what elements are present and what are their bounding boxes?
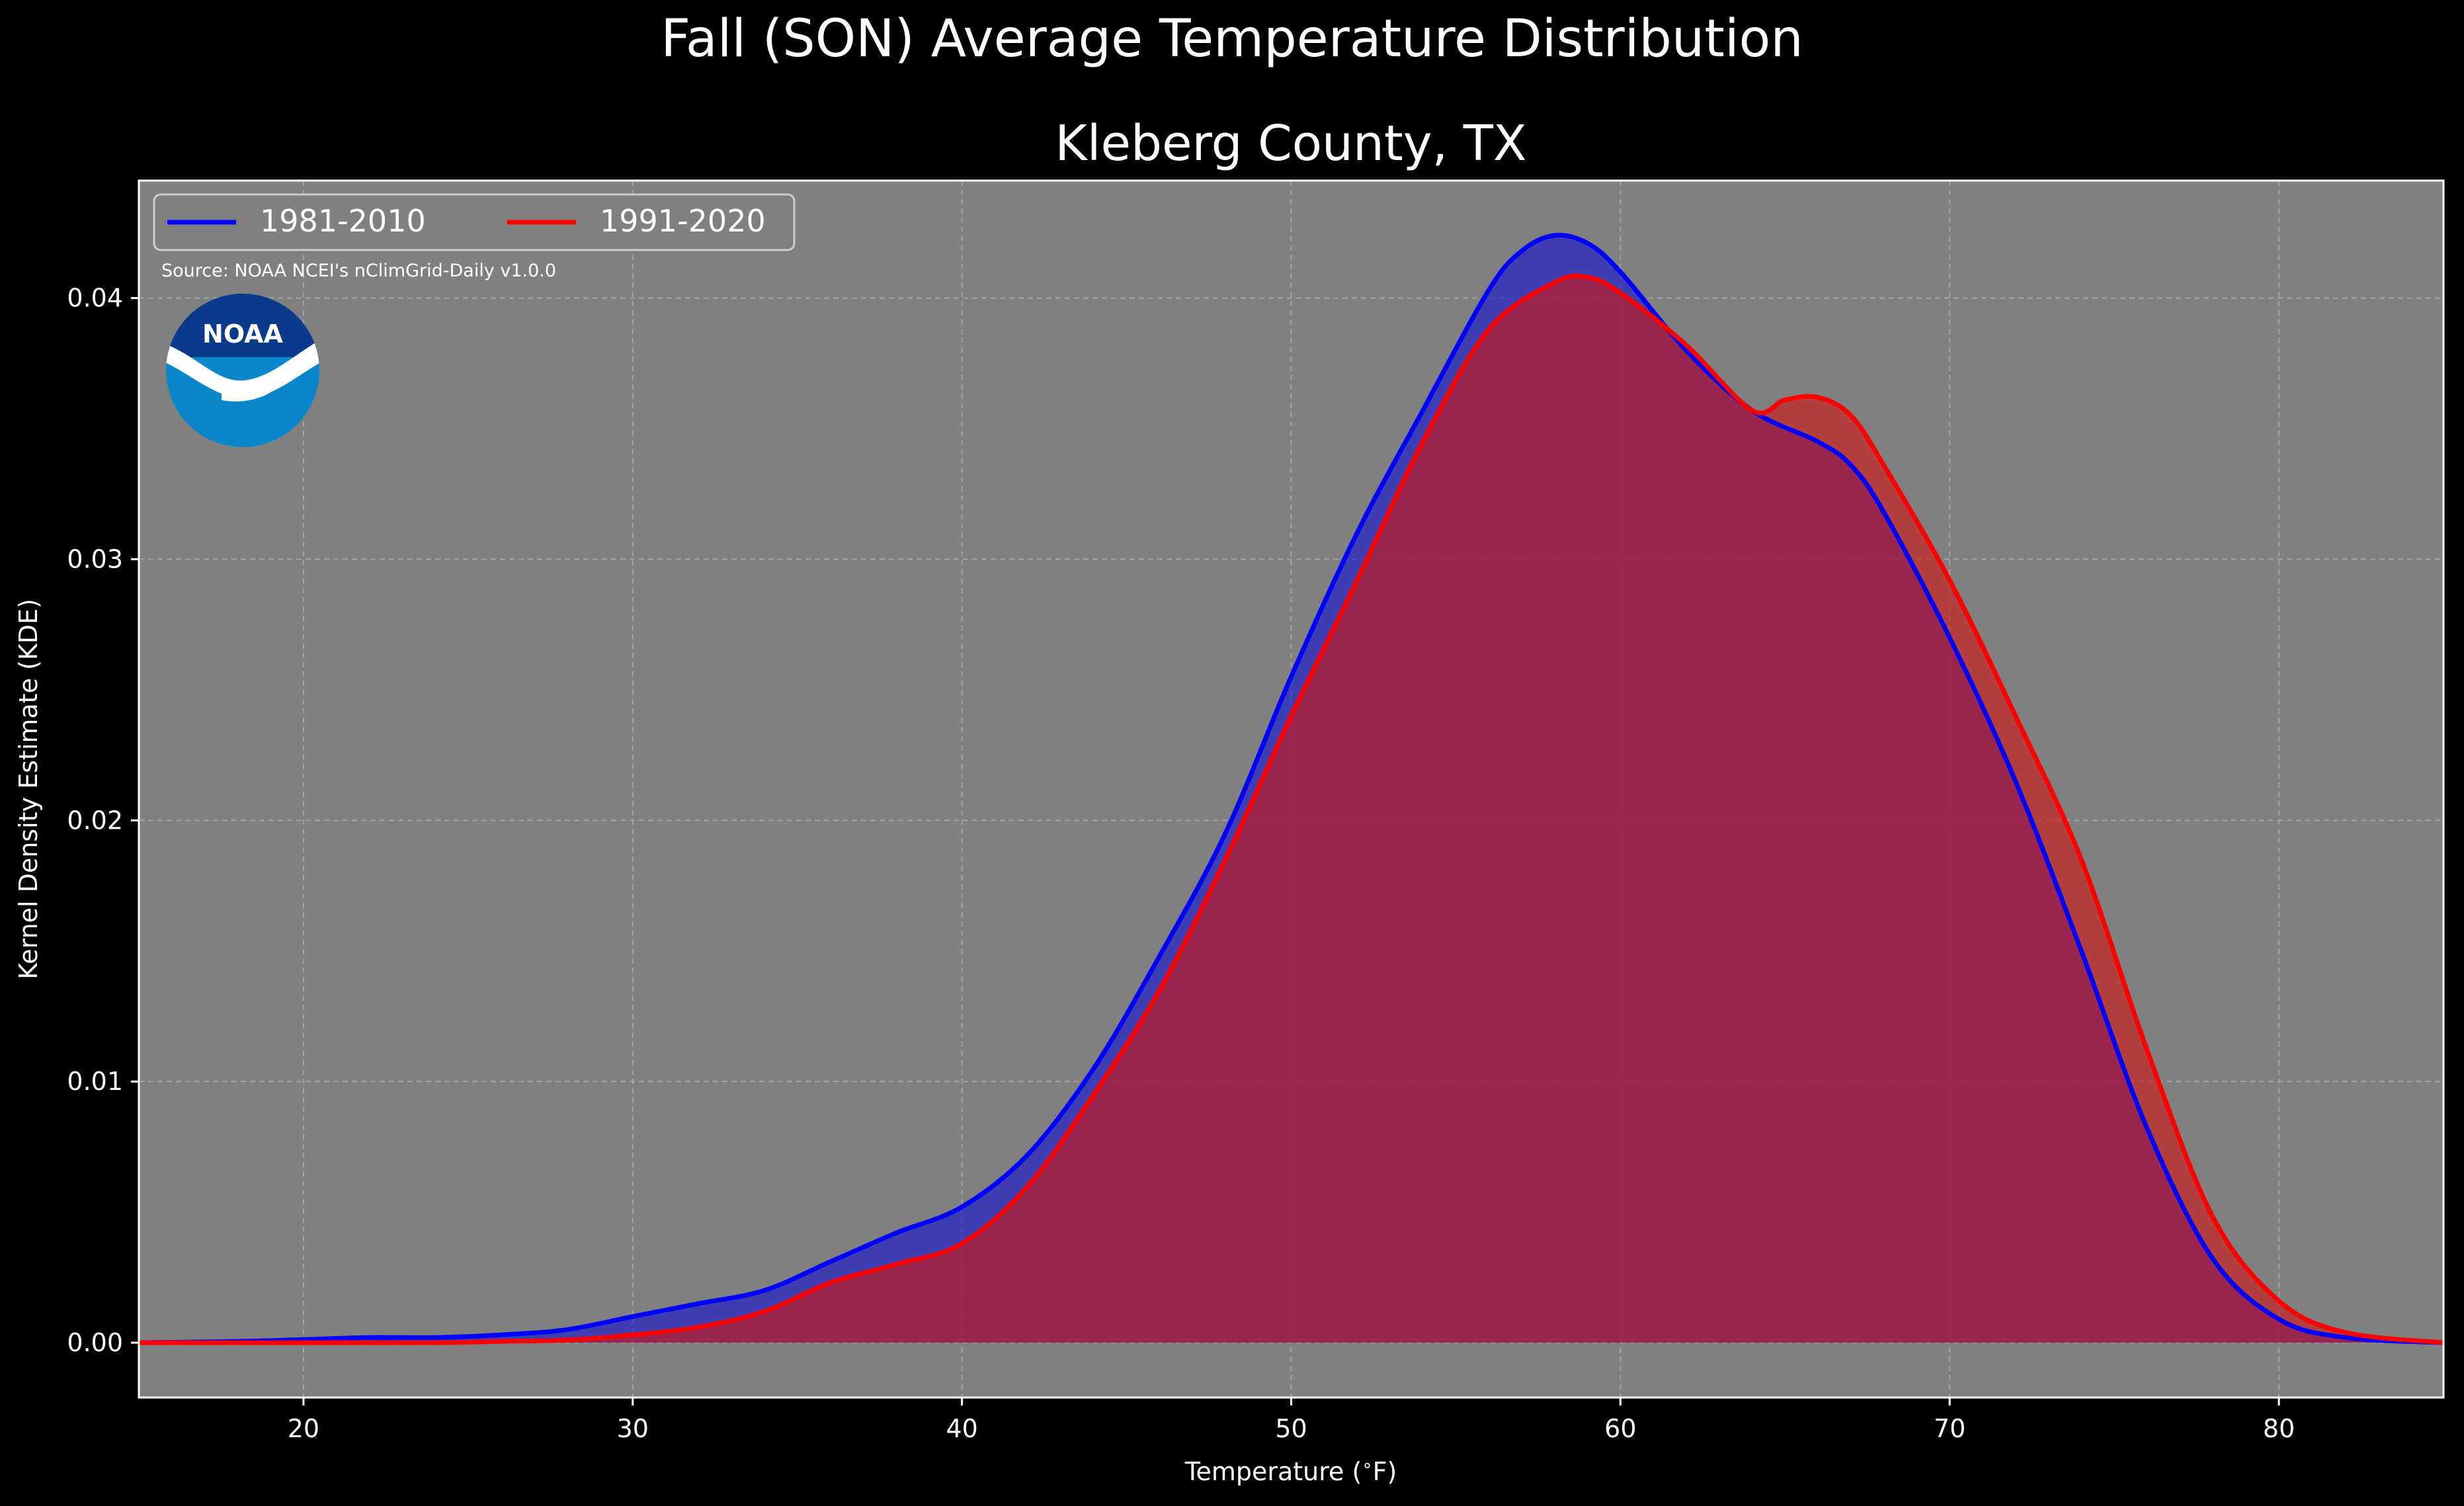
x-tick-label: 20 bbox=[288, 1414, 319, 1443]
axes-title: Kleberg County, TX bbox=[1055, 115, 1526, 172]
y-tick-label: 0.02 bbox=[67, 806, 123, 835]
noaa-logo-text: NOAA bbox=[202, 319, 283, 349]
source-annotation: Source: NOAA NCEI's nClimGrid-Daily v1.0… bbox=[161, 261, 556, 281]
y-axis-ticks: 0.00 0.01 0.02 0.03 0.04 bbox=[67, 284, 139, 1357]
y-axis-label: Kernel Density Estimate (KDE) bbox=[14, 599, 43, 980]
x-axis-ticks: 20 30 40 50 60 70 80 bbox=[288, 1398, 2295, 1443]
legend-frame bbox=[153, 193, 796, 251]
x-tick-label: 50 bbox=[1275, 1414, 1307, 1443]
y-tick-label: 0.03 bbox=[67, 545, 123, 574]
y-tick-label: 0.00 bbox=[67, 1328, 123, 1357]
y-tick-label: 0.01 bbox=[67, 1067, 123, 1096]
x-tick-label: 60 bbox=[1604, 1414, 1636, 1443]
figure-title: Fall (SON) Average Temperature Distribut… bbox=[661, 9, 1803, 69]
x-axis-label: Temperature (∘F) bbox=[1184, 1456, 1397, 1486]
series-fills bbox=[139, 235, 2443, 1343]
series-line-1981-2010 bbox=[138, 232, 2444, 1345]
x-tick-label: 70 bbox=[1934, 1414, 1965, 1443]
series-line-1991-2020 bbox=[139, 273, 2444, 1345]
series-fill-1991-2020 bbox=[139, 275, 2443, 1343]
x-tick-label: 80 bbox=[2263, 1414, 2295, 1443]
legend: 1981-2010 1991-2020 bbox=[153, 193, 796, 251]
legend-label-1981-2010: 1981-2010 bbox=[260, 203, 426, 239]
x-tick-label: 30 bbox=[617, 1414, 649, 1443]
y-tick-label: 0.04 bbox=[67, 284, 123, 313]
x-tick-label: 40 bbox=[946, 1414, 977, 1443]
series-lines bbox=[138, 232, 2444, 1345]
plot-area bbox=[138, 179, 2445, 1399]
legend-label-1991-2020: 1991-2020 bbox=[600, 203, 766, 239]
